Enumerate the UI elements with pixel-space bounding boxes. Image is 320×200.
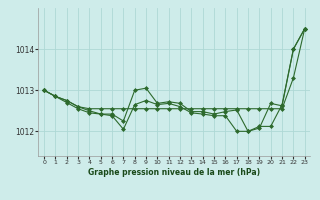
X-axis label: Graphe pression niveau de la mer (hPa): Graphe pression niveau de la mer (hPa) [88, 168, 260, 177]
